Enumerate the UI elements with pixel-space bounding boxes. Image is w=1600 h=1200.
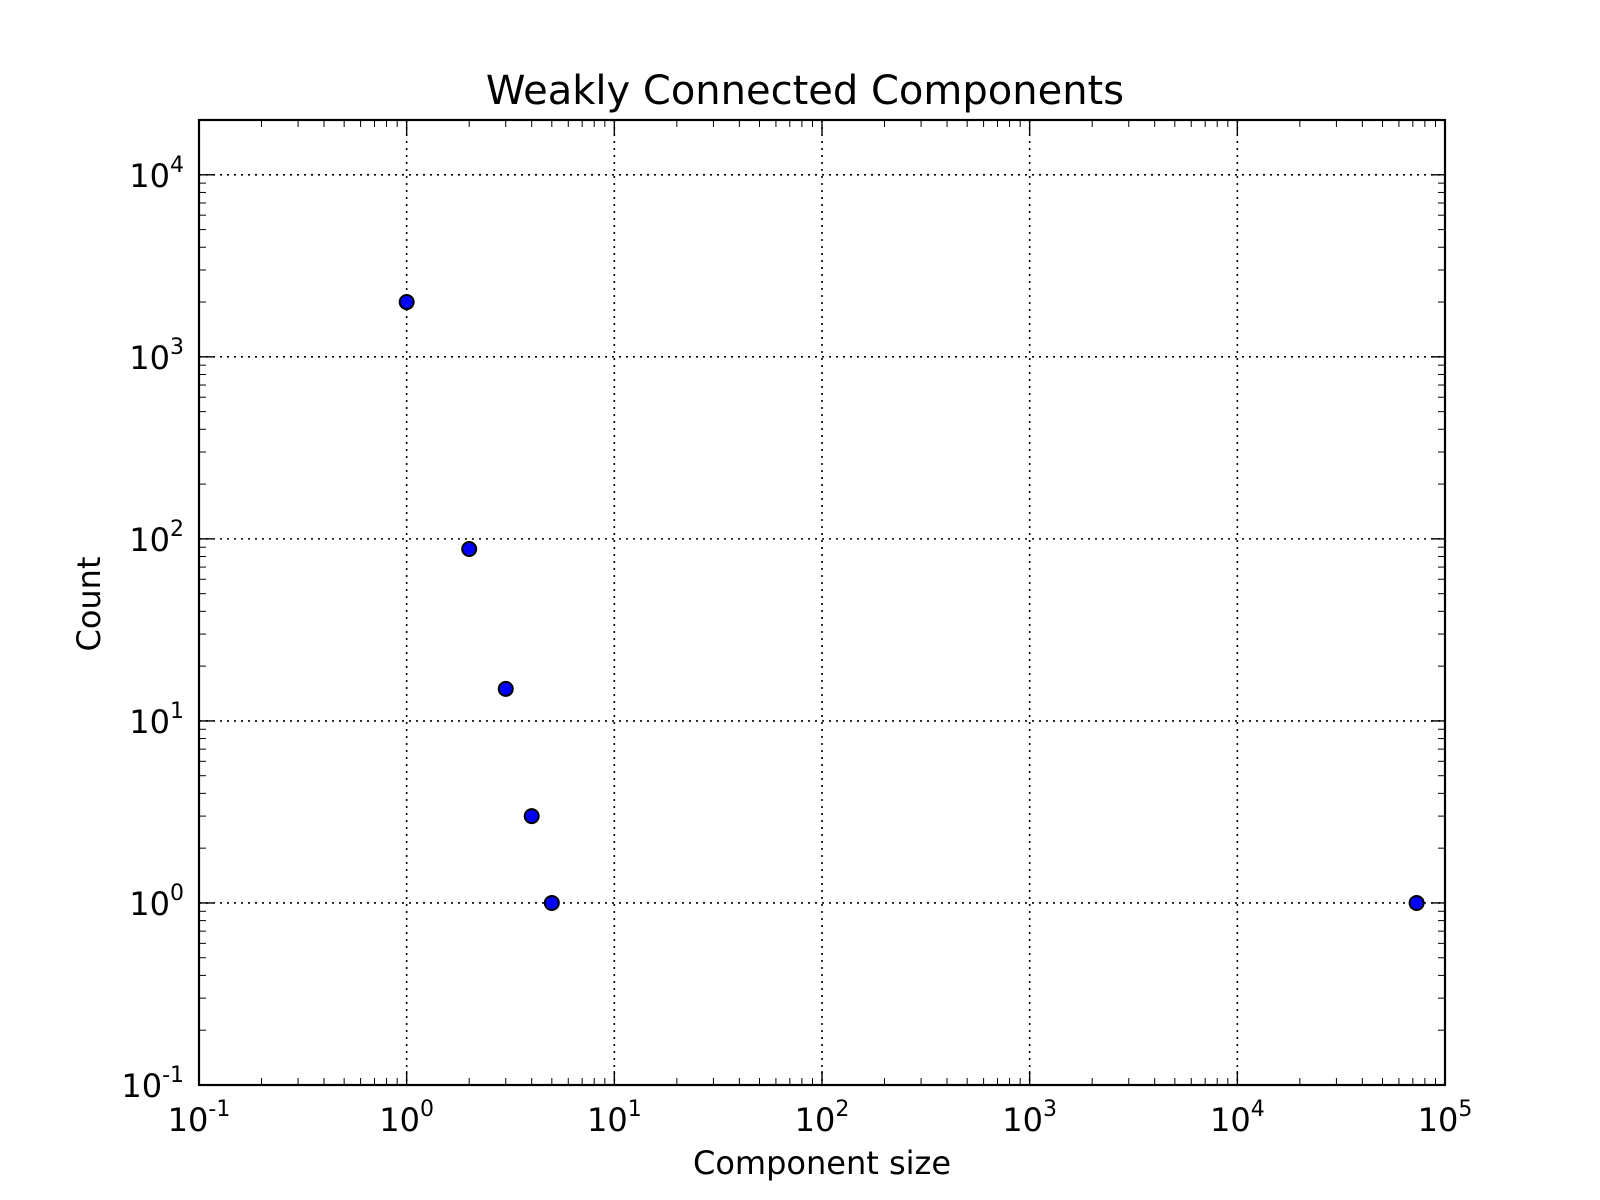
- y-tick-exponent: 0: [170, 881, 184, 906]
- y-tick-label: 102: [129, 517, 184, 559]
- data-point: [523, 808, 540, 825]
- y-tick-base: 10: [129, 703, 170, 741]
- x-tick-label: 100: [379, 1097, 434, 1139]
- x-tick-exponent: 1: [628, 1097, 642, 1122]
- y-tick-base: 10: [129, 157, 170, 195]
- y-tick-exponent: 1: [170, 699, 184, 724]
- grid-lines: [199, 120, 1445, 1085]
- y-axis-label: Count: [70, 556, 108, 651]
- data-point: [398, 294, 415, 311]
- x-tick-labels: 10-1 100 101 102 103 104 105: [168, 1097, 1473, 1139]
- y-tick-label: 104: [129, 153, 184, 195]
- y-tick-exponent: -1: [162, 1063, 184, 1088]
- y-tick-label: 103: [129, 335, 184, 377]
- x-tick-label: 104: [1210, 1097, 1265, 1139]
- data-point: [543, 894, 560, 911]
- x-tick-exponent: 0: [420, 1097, 434, 1122]
- x-tick-base: 10: [168, 1101, 209, 1139]
- x-tick-base: 10: [1418, 1101, 1459, 1139]
- x-tick-base: 10: [379, 1101, 420, 1139]
- y-tick-exponent: 3: [170, 335, 184, 360]
- y-tick-label: 10-1: [121, 1063, 184, 1105]
- y-tick-exponent: 4: [170, 153, 184, 178]
- y-tick-label: 101: [129, 699, 184, 741]
- data-point: [461, 540, 478, 557]
- x-tick-exponent: -1: [208, 1097, 230, 1122]
- x-tick-base: 10: [1210, 1101, 1251, 1139]
- x-tick-label: 10-1: [168, 1097, 231, 1139]
- x-tick-label: 103: [1002, 1097, 1057, 1139]
- x-tick-label: 105: [1418, 1097, 1473, 1139]
- x-tick-label: 101: [587, 1097, 642, 1139]
- x-tick-label: 102: [795, 1097, 850, 1139]
- x-tick-exponent: 3: [1043, 1097, 1057, 1122]
- data-point: [497, 680, 514, 697]
- y-tick-exponent: 2: [170, 517, 184, 542]
- x-tick-exponent: 2: [835, 1097, 849, 1122]
- x-tick-base: 10: [587, 1101, 628, 1139]
- x-tick-base: 10: [1002, 1101, 1043, 1139]
- plot-frame: [197, 118, 1447, 1087]
- x-axis-label: Component size: [693, 1144, 951, 1182]
- y-tick-base: 10: [129, 339, 170, 377]
- axis-ticks: [198, 119, 1446, 1086]
- x-tick-exponent: 4: [1251, 1097, 1265, 1122]
- chart-title: Weakly Connected Components: [486, 68, 1124, 114]
- y-tick-base: 10: [129, 885, 170, 923]
- x-tick-exponent: 5: [1458, 1097, 1472, 1122]
- data-points: [398, 294, 1425, 911]
- y-tick-base: 10: [121, 1067, 162, 1105]
- x-tick-base: 10: [795, 1101, 836, 1139]
- y-tick-base: 10: [129, 521, 170, 559]
- data-point: [1408, 894, 1425, 911]
- y-tick-label: 100: [129, 881, 184, 923]
